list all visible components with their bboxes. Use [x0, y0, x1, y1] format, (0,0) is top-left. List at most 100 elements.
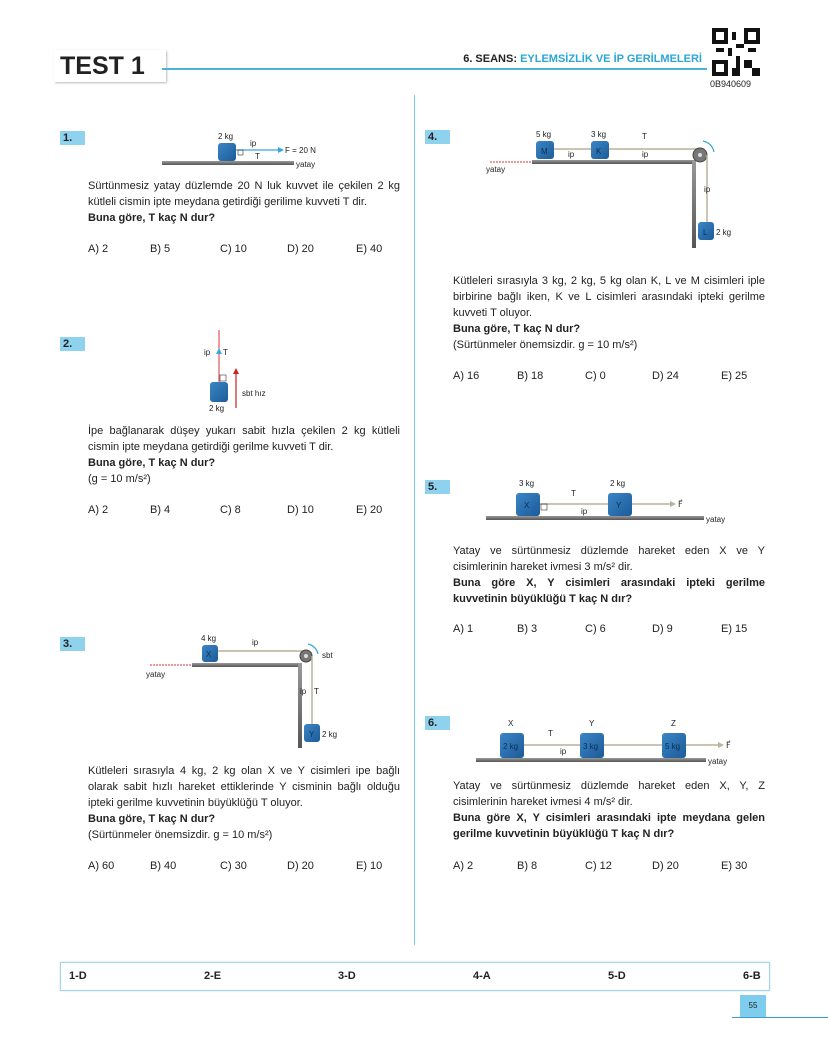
svg-text:ip: ip: [642, 150, 649, 159]
option-c[interactable]: C) 10: [220, 243, 247, 255]
svg-text:5 kg: 5 kg: [665, 742, 680, 751]
option-d[interactable]: D) 20: [287, 243, 314, 255]
option-a[interactable]: A) 60: [88, 860, 115, 872]
svg-text:sbt: sbt: [322, 651, 333, 660]
svg-text:ip: ip: [704, 185, 711, 194]
svg-text:K: K: [596, 147, 602, 156]
svg-text:3 kg: 3 kg: [519, 479, 534, 488]
arrow-up-icon: [233, 368, 239, 374]
svg-text:X: X: [508, 719, 514, 728]
page-number: 55: [740, 995, 766, 1017]
rotation-arrow-icon: [307, 643, 319, 655]
question-number: 3.: [60, 637, 85, 651]
question-number: 2.: [60, 337, 85, 351]
svg-text:T: T: [314, 687, 319, 696]
session-topic: EYLEMSİZLİK VE İP GERİLMELERİ: [520, 53, 702, 65]
question-5-diagram: yatay F⃗ X 3 kg T ip Y 2 kg: [486, 479, 725, 524]
svg-text:Z: Z: [671, 719, 676, 728]
option-a[interactable]: A) 2: [88, 504, 109, 516]
svg-text:2 kg: 2 kg: [209, 404, 224, 413]
header-rule: [162, 68, 707, 70]
svg-text:Y: Y: [616, 501, 622, 510]
qr-code-id: 0B940609: [710, 79, 752, 89]
svg-text:2 kg: 2 kg: [716, 228, 731, 237]
answer-5: 5-D: [608, 970, 626, 982]
option-b[interactable]: B) 4: [150, 504, 171, 516]
svg-text:yatay: yatay: [486, 165, 505, 174]
option-b[interactable]: B) 3: [517, 623, 538, 635]
answer-2: 2-E: [204, 970, 222, 982]
svg-text:X: X: [206, 650, 212, 659]
option-d[interactable]: D) 24: [652, 370, 679, 382]
svg-text:ip: ip: [568, 150, 575, 159]
option-e[interactable]: E) 20: [356, 504, 383, 516]
option-c[interactable]: C) 6: [585, 623, 606, 635]
option-a[interactable]: A) 1: [453, 623, 474, 635]
option-a[interactable]: A) 16: [453, 370, 480, 382]
svg-text:3 kg: 3 kg: [591, 130, 606, 139]
question-number: 4.: [425, 130, 450, 144]
question-text: Yatay ve sürtünmesiz düzlemde hareket ed…: [453, 545, 765, 605]
svg-text:2 kg: 2 kg: [322, 730, 337, 739]
qr-code-icon[interactable]: [712, 28, 760, 76]
svg-text:Y: Y: [589, 719, 595, 728]
option-e[interactable]: E) 40: [356, 243, 383, 255]
option-b[interactable]: B) 5: [150, 243, 171, 255]
option-d[interactable]: D) 10: [287, 504, 314, 516]
tension-arrow-icon: [216, 348, 222, 354]
block-m: [536, 141, 554, 159]
svg-text:yatay: yatay: [146, 670, 165, 679]
question-text: Yatay ve sürtünmesiz düzlemde hareket ed…: [453, 780, 765, 840]
session-title: 6. SEANS: EYLEMSİZLİK VE İP GERİLMELERİ: [463, 53, 702, 65]
svg-text:F = 20 N: F = 20 N: [285, 146, 316, 155]
question-text: İpe bağlanarak düşey yukarı sabit hızla …: [88, 425, 400, 485]
svg-text:F⃗: F⃗: [678, 499, 683, 509]
option-e[interactable]: E) 25: [721, 370, 748, 382]
question-4-diagram: yatay M 5 kg K 3 kg ip ip T ip L 2 kg: [486, 130, 731, 248]
footer-rule: [732, 1017, 828, 1018]
svg-text:2 kg: 2 kg: [610, 479, 625, 488]
option-c[interactable]: C) 8: [220, 504, 241, 516]
option-d[interactable]: D) 9: [652, 623, 673, 635]
block-x: [516, 493, 540, 516]
svg-text:ip: ip: [560, 747, 567, 756]
option-e[interactable]: E) 10: [356, 860, 383, 872]
answer-1: 1-D: [69, 970, 87, 982]
option-e[interactable]: E) 15: [721, 623, 748, 635]
svg-text:yatay: yatay: [706, 515, 725, 524]
option-c[interactable]: C) 12: [585, 860, 612, 872]
svg-text:T: T: [571, 489, 576, 498]
svg-text:4 kg: 4 kg: [201, 634, 216, 643]
column-divider: [414, 95, 415, 945]
svg-text:3 kg: 3 kg: [583, 742, 598, 751]
mass-block: [218, 143, 236, 161]
svg-text:yatay: yatay: [296, 160, 315, 169]
svg-text:T: T: [548, 729, 553, 738]
answer-3: 3-D: [338, 970, 356, 982]
session-prefix: 6. SEANS:: [463, 53, 521, 65]
block-k: [591, 141, 609, 159]
option-e[interactable]: E) 30: [721, 860, 748, 872]
option-b[interactable]: B) 40: [150, 860, 177, 872]
option-c[interactable]: C) 0: [585, 370, 606, 382]
option-d[interactable]: D) 20: [287, 860, 314, 872]
question-number: 6.: [425, 716, 450, 730]
svg-text:ip: ip: [250, 139, 257, 148]
block-y: [304, 724, 320, 742]
svg-text:L: L: [703, 228, 708, 237]
option-d[interactable]: D) 20: [652, 860, 679, 872]
option-b[interactable]: B) 8: [517, 860, 538, 872]
option-c[interactable]: C) 30: [220, 860, 247, 872]
question-text: Kütleleri sırasıyla 4 kg, 2 kg olan X ve…: [88, 765, 400, 841]
block-x: [500, 733, 524, 758]
svg-text:T: T: [255, 152, 260, 161]
option-a[interactable]: A) 2: [88, 243, 109, 255]
question-2-diagram: ip T 2 kg sbt hız: [204, 330, 266, 413]
svg-text:T: T: [642, 132, 647, 141]
option-a[interactable]: A) 2: [453, 860, 474, 872]
option-b[interactable]: B) 18: [517, 370, 544, 382]
block-y: [580, 733, 604, 758]
svg-text:2 kg: 2 kg: [503, 742, 518, 751]
svg-text:M: M: [541, 147, 548, 156]
svg-text:ip: ip: [252, 638, 259, 647]
